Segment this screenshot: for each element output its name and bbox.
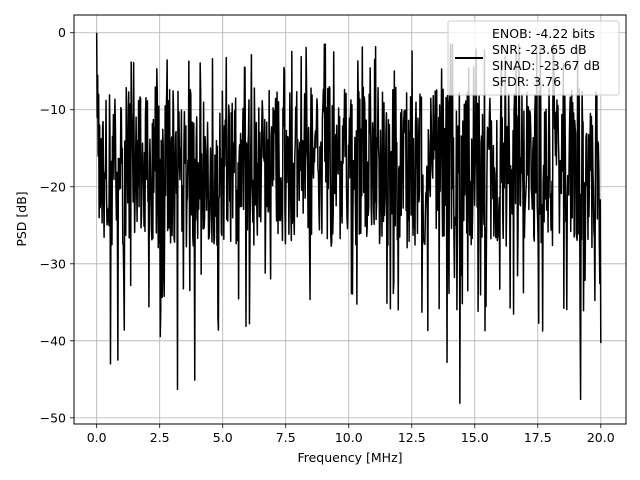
legend-box (447, 20, 620, 96)
legend-entry-enob: ENOB: -4.22 bits (492, 26, 595, 41)
y-tick-label: −20 (40, 179, 66, 194)
plot-frame (73, 14, 627, 425)
legend-entry-sinad: SINAD: -23.67 dB (492, 58, 600, 73)
x-tick-label: 17.5 (524, 430, 552, 445)
x-axis-ticks: 0.0 2.5 5.0 7.5 10.0 12.5 15.0 17.5 20.0 (87, 424, 615, 445)
psd-trace-line (95, 32, 602, 404)
y-tick-label: 0 (58, 25, 66, 40)
x-tick-label: 20.0 (587, 430, 615, 445)
legend: ENOB: -4.22 bits SNR: -23.65 dB SINAD: -… (447, 20, 620, 96)
y-tick-label: −10 (40, 102, 66, 117)
legend-entry-sfdr: SFDR: 3.76 (492, 74, 561, 89)
x-tick-label: 2.5 (150, 430, 170, 445)
x-tick-label: 15.0 (461, 430, 489, 445)
y-tick-label: −40 (40, 333, 66, 348)
y-axis-ticks: 0 −10 −20 −30 −40 −50 (40, 25, 74, 425)
x-tick-label: 12.5 (398, 430, 426, 445)
x-tick-label: 10.0 (335, 430, 363, 445)
y-tick-label: −30 (40, 256, 66, 271)
x-tick-label: 0.0 (87, 430, 107, 445)
y-tick-label: −50 (40, 410, 66, 425)
legend-entry-snr: SNR: -23.65 dB (492, 42, 587, 57)
x-axis-label: Frequency [MHz] (297, 450, 402, 465)
series-psd (95, 32, 602, 404)
x-tick-label: 7.5 (276, 430, 296, 445)
y-axis-label: PSD [dB] (14, 191, 29, 246)
x-tick-label: 5.0 (213, 430, 233, 445)
